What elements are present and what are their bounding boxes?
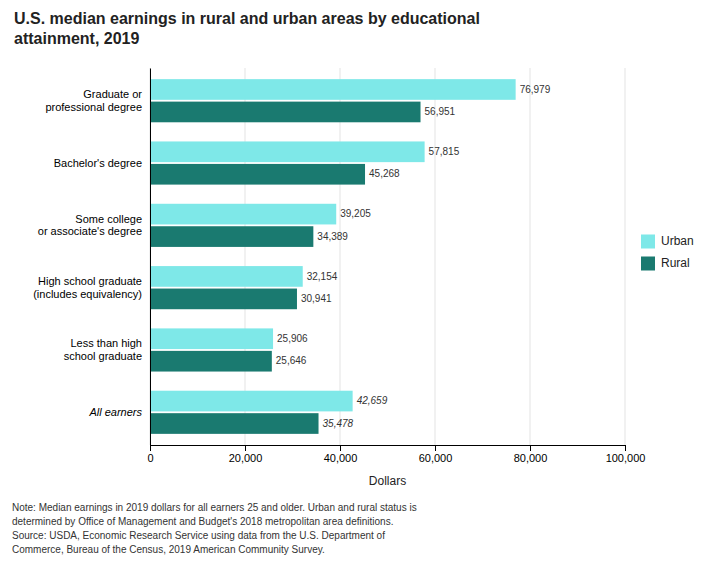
- grid-line: [150, 68, 151, 445]
- x-tick: 100,000: [606, 445, 646, 464]
- bar: [150, 413, 319, 434]
- legend-label: Rural: [661, 256, 690, 270]
- data-label: 42,659: [357, 395, 388, 406]
- title-line: attainment, 2019: [14, 30, 139, 47]
- grid-line: [340, 68, 341, 445]
- grid-line: [435, 68, 436, 445]
- bar: [150, 328, 273, 349]
- x-tick-label: 80,000: [514, 452, 548, 464]
- x-axis: 0 20,000 40,000 60,000 80,000 100,000: [147, 445, 645, 464]
- annotation-line: determined by Office of Management and B…: [12, 516, 393, 527]
- y-tick: Less than highschool graduate: [64, 337, 142, 362]
- annotation-line: Note: Median earnings in 2019 dollars fo…: [12, 502, 417, 513]
- data-label: 25,906: [277, 333, 308, 344]
- y-tick-label: Some collegeor associate's degree: [38, 213, 142, 238]
- data-label: 25,646: [276, 355, 307, 366]
- legend: Urban Rural: [641, 234, 694, 270]
- y-tick: Bachelor's degree: [54, 157, 142, 169]
- data-label: 57,815: [429, 146, 460, 157]
- y-tick: All earners: [88, 406, 142, 418]
- bar: [150, 226, 313, 247]
- legend-swatch: [641, 257, 655, 271]
- data-label: 39,205: [340, 208, 371, 219]
- y-tick-label-line: professional degree: [45, 101, 142, 113]
- bar: [150, 141, 425, 162]
- x-tick-mark: [530, 445, 531, 451]
- grid-line: [625, 68, 626, 445]
- plot: 76,979 57,815 39,205 32,154 25,906 42,659 56,9…: [33, 68, 645, 488]
- data-label: 56,951: [425, 106, 456, 117]
- y-tick-label-line: Some college: [75, 213, 142, 225]
- y-axis: Graduate orprofessional degree Bachelor's…: [33, 69, 150, 446]
- y-axis-line: [150, 69, 151, 446]
- annotation: Note: Median earnings in 2019 dollars fo…: [12, 502, 417, 555]
- x-tick-mark: [435, 445, 436, 451]
- bar: [150, 266, 303, 287]
- data-label: 76,979: [520, 84, 551, 95]
- x-axis-line: [151, 446, 626, 452]
- x-tick: 40,000: [324, 445, 358, 464]
- y-tick: Graduate orprofessional degree: [45, 88, 142, 113]
- y-tick-label: Bachelor's degree: [54, 157, 142, 169]
- title-line: U.S. median earnings in rural and urban …: [14, 10, 480, 27]
- x-tick-label: 40,000: [324, 452, 358, 464]
- y-tick-label-line: (includes equivalency): [33, 288, 142, 300]
- bar: [150, 204, 336, 225]
- chart: U.S. median earnings in rural and urban …: [0, 0, 725, 580]
- y-tick-label-line: school graduate: [64, 350, 142, 362]
- title: U.S. median earnings in rural and urban …: [14, 10, 480, 47]
- grid-line: [245, 68, 246, 445]
- bar: [150, 351, 272, 372]
- x-tick-mark: [245, 445, 246, 451]
- data-label: 34,389: [317, 231, 348, 242]
- x-tick-label: 100,000: [606, 452, 646, 464]
- grid: [150, 68, 625, 445]
- y-tick-label-line: Less than high: [70, 337, 142, 349]
- y-tick-label-line: or associate's degree: [38, 225, 142, 237]
- x-tick-mark: [340, 445, 341, 451]
- data-label: 45,268: [369, 168, 400, 179]
- bar: [150, 102, 421, 123]
- y-tick-label-line: High school graduate: [38, 275, 142, 287]
- x-tick-label: 0: [147, 452, 153, 464]
- bar: [150, 164, 365, 185]
- bar: [150, 289, 297, 310]
- x-tick: 60,000: [419, 445, 453, 464]
- x-tick-mark: [625, 445, 626, 451]
- y-tick-label-line: Bachelor's degree: [54, 157, 142, 169]
- y-tick-label-line: All earners: [88, 406, 142, 418]
- legend-label: Urban: [661, 234, 694, 248]
- data-label: 35,478: [323, 418, 354, 429]
- y-tick-label: High school graduate(includes equivalenc…: [33, 275, 142, 300]
- x-tick: 80,000: [514, 445, 548, 464]
- data-label: 30,941: [301, 293, 332, 304]
- annotation-line: Commerce, Bureau of the Census, 2019 Ame…: [12, 544, 325, 555]
- legend-item: Urban: [641, 234, 694, 248]
- y-tick: High school graduate(includes equivalenc…: [33, 275, 142, 300]
- bar: [150, 79, 516, 100]
- y-tick-label: Less than highschool graduate: [64, 337, 142, 362]
- grid-line: [530, 68, 531, 445]
- x-tick: 0: [147, 445, 153, 464]
- legend-swatch: [641, 235, 655, 249]
- x-tick: 20,000: [229, 445, 263, 464]
- data-label: 32,154: [307, 271, 338, 282]
- y-tick-label: All earners: [88, 406, 142, 418]
- legend-item: Rural: [641, 256, 690, 270]
- bar: [150, 391, 353, 412]
- y-tick-label-line: Graduate or: [83, 88, 142, 100]
- y-tick-label: Graduate orprofessional degree: [45, 88, 142, 113]
- data-labels: 76,979 57,815 39,205 32,154 25,906 42,659 56,9…: [276, 84, 551, 429]
- x-axis-title: Dollars: [369, 474, 406, 488]
- x-tick-label: 60,000: [419, 452, 453, 464]
- annotation-line: Source: USDA, Economic Research Service …: [12, 530, 385, 541]
- x-tick-label: 20,000: [229, 452, 263, 464]
- y-tick: Some collegeor associate's degree: [38, 213, 142, 238]
- bars: [150, 79, 516, 434]
- x-tick-mark: [150, 445, 151, 451]
